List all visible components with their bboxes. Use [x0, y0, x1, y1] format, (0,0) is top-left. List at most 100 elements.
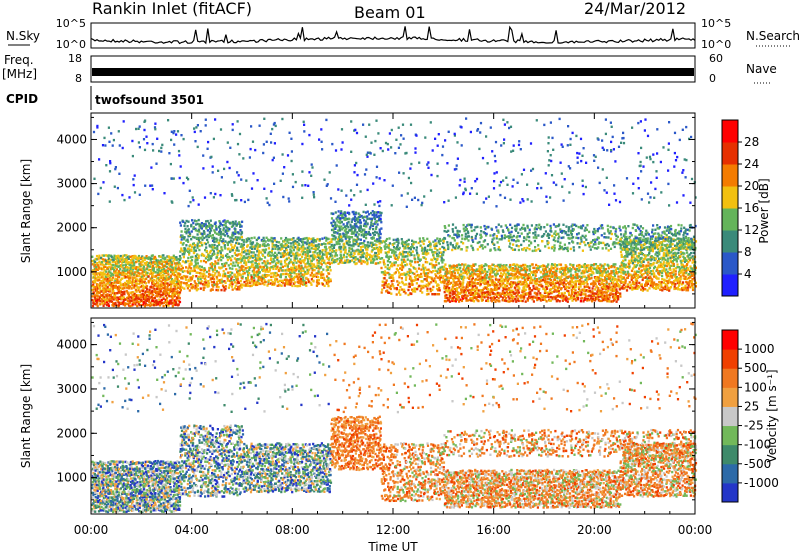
data-cell	[404, 246, 406, 248]
data-cell	[132, 260, 134, 262]
data-cell	[352, 250, 354, 252]
data-cell	[213, 229, 215, 231]
data-cell	[191, 230, 193, 232]
data-cell	[118, 276, 120, 278]
data-cell	[300, 278, 302, 280]
data-cell	[398, 271, 400, 273]
data-cell	[192, 275, 194, 277]
data-cell	[296, 273, 298, 275]
data-cell	[203, 284, 205, 286]
data-cell	[325, 280, 327, 282]
data-cell	[363, 219, 365, 221]
data-cell	[224, 240, 226, 242]
data-cell	[318, 282, 320, 284]
data-cell	[600, 270, 602, 272]
data-cell	[179, 301, 181, 303]
data-cell	[328, 273, 330, 275]
data-cell	[340, 255, 342, 257]
data-cell	[354, 216, 356, 218]
data-cell	[220, 233, 222, 235]
data-cell	[525, 281, 527, 283]
data-cell	[424, 267, 426, 269]
data-cell	[98, 279, 100, 281]
data-cell	[227, 259, 229, 261]
data-cell	[456, 281, 458, 283]
data-cell	[484, 270, 486, 272]
data-cell	[327, 269, 329, 271]
data-cell	[521, 276, 523, 278]
data-cell	[148, 280, 150, 282]
data-cell	[374, 234, 376, 236]
noise-left-tick-top: 10^5	[56, 17, 86, 30]
data-cell	[465, 291, 467, 293]
data-cell	[415, 249, 417, 251]
data-cell	[572, 281, 574, 283]
data-cell	[98, 255, 100, 257]
data-cell	[213, 284, 215, 286]
data-cell	[496, 279, 498, 281]
data-cell	[219, 279, 221, 281]
data-cell	[282, 282, 284, 284]
data-cell	[259, 266, 261, 268]
data-cell	[571, 284, 573, 286]
data-cell	[151, 290, 153, 292]
data-cell	[278, 241, 280, 243]
data-cell	[298, 270, 300, 272]
data-cell	[108, 305, 110, 307]
data-cell	[318, 246, 320, 248]
data-cell	[323, 253, 325, 255]
data-cell	[208, 282, 210, 284]
data-cell	[116, 279, 118, 281]
data-cell	[109, 290, 111, 292]
data-cell	[249, 281, 251, 283]
data-cell	[386, 254, 388, 256]
data-cell	[292, 262, 294, 264]
data-cell	[531, 282, 533, 284]
data-cell	[226, 253, 228, 255]
data-cell	[463, 266, 465, 268]
data-cell	[230, 244, 232, 246]
data-cell	[200, 278, 202, 280]
data-cell	[284, 239, 286, 241]
data-cell	[270, 257, 272, 259]
data-cell	[456, 230, 458, 232]
date-title: 24/Mar/2012	[584, 0, 686, 18]
data-cell	[318, 243, 320, 245]
data-cell	[267, 260, 269, 262]
data-cell	[343, 254, 345, 256]
data-cell	[435, 242, 437, 244]
data-cell	[477, 300, 479, 302]
data-cell	[381, 284, 383, 286]
data-cell	[414, 258, 416, 260]
data-cell	[613, 288, 615, 290]
data-cell	[586, 283, 588, 285]
data-cell	[222, 238, 224, 240]
data-cell	[480, 283, 482, 285]
data-cell	[108, 280, 110, 282]
data-cell	[357, 236, 359, 238]
data-cell	[363, 236, 365, 238]
data-cell	[384, 245, 386, 247]
data-cell	[404, 261, 406, 263]
data-cell	[328, 238, 330, 240]
data-cell	[436, 270, 438, 272]
data-cell	[585, 268, 587, 270]
data-cell	[362, 249, 364, 251]
data-cell	[302, 253, 304, 255]
data-cell	[109, 259, 111, 261]
data-cell	[592, 292, 594, 294]
data-cell	[452, 288, 454, 290]
data-cell	[498, 297, 500, 299]
data-cell	[234, 244, 236, 246]
data-cell	[302, 241, 304, 243]
data-cell	[429, 288, 431, 290]
data-cell	[414, 268, 416, 270]
data-cell	[332, 213, 334, 215]
data-cell	[167, 270, 169, 272]
data-cell	[536, 271, 538, 273]
data-cell	[213, 237, 215, 239]
data-cell	[605, 268, 607, 270]
data-cell	[201, 244, 203, 246]
data-cell	[429, 270, 431, 272]
data-cell	[302, 249, 304, 251]
